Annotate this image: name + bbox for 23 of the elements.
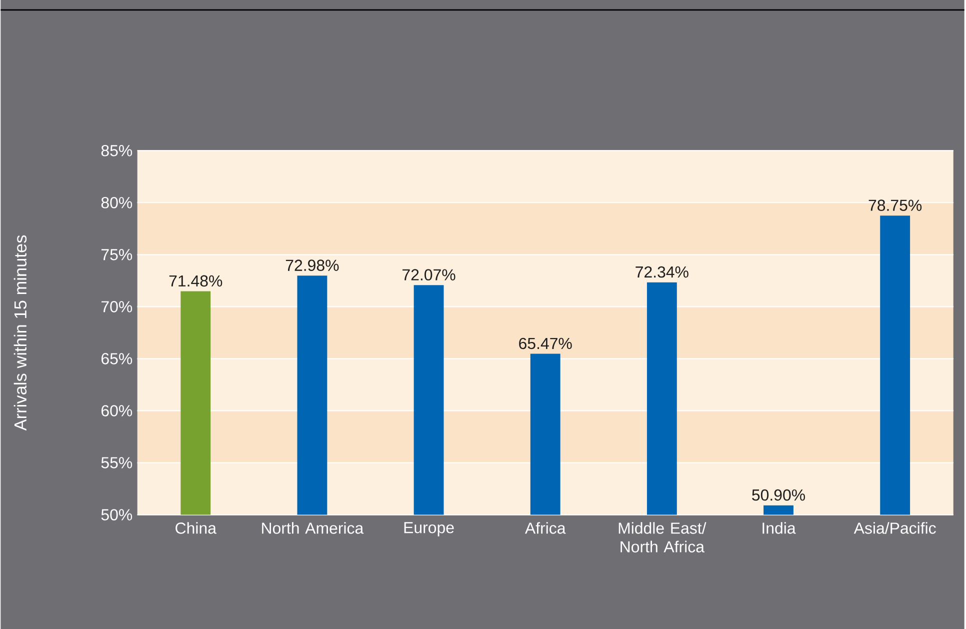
data-label: 50.90% [752, 489, 805, 500]
x-tick-label: North America [262, 522, 364, 534]
x-tick-label: Africa [524, 522, 566, 534]
y-tick-label: 65% [102, 352, 132, 364]
x-tick-label: Europe [404, 522, 454, 536]
data-label: 72.07% [402, 268, 456, 280]
data-label: 72.98% [286, 259, 339, 271]
x-tick-label: China [176, 522, 216, 534]
y-tick-label: 80% [101, 196, 132, 208]
x-tick-label: India [762, 522, 796, 534]
y-tick-label: 55% [101, 456, 132, 468]
y-tick-label: 50% [101, 508, 132, 520]
y-tick-label: 85% [101, 144, 132, 156]
y-tick-label: 75% [102, 248, 132, 260]
data-label: 78.75% [868, 199, 922, 211]
x-tick-label: Middle East/ North Africa [618, 522, 706, 552]
data-label: 71.48% [169, 275, 222, 286]
y-tick-label: 60% [102, 404, 132, 416]
data-label: 65.47% [519, 338, 572, 349]
x-tick-label: Asia/Pacific [854, 522, 936, 534]
y-axis-title: Arrivals within 15 minutes [14, 235, 27, 430]
data-label: 72.34% [636, 266, 688, 278]
y-tick-label: 70% [102, 300, 132, 312]
